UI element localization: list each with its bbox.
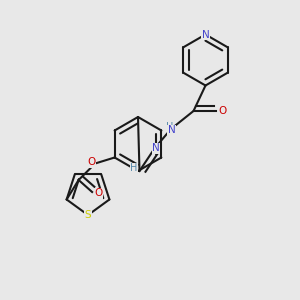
Text: H: H <box>130 163 138 173</box>
Text: O: O <box>218 106 227 116</box>
Text: N: N <box>152 143 160 154</box>
Text: O: O <box>87 157 96 167</box>
Text: N: N <box>168 125 176 136</box>
Text: S: S <box>85 210 91 220</box>
Text: O: O <box>94 188 103 199</box>
Text: H: H <box>166 122 173 132</box>
Text: N: N <box>202 29 209 40</box>
